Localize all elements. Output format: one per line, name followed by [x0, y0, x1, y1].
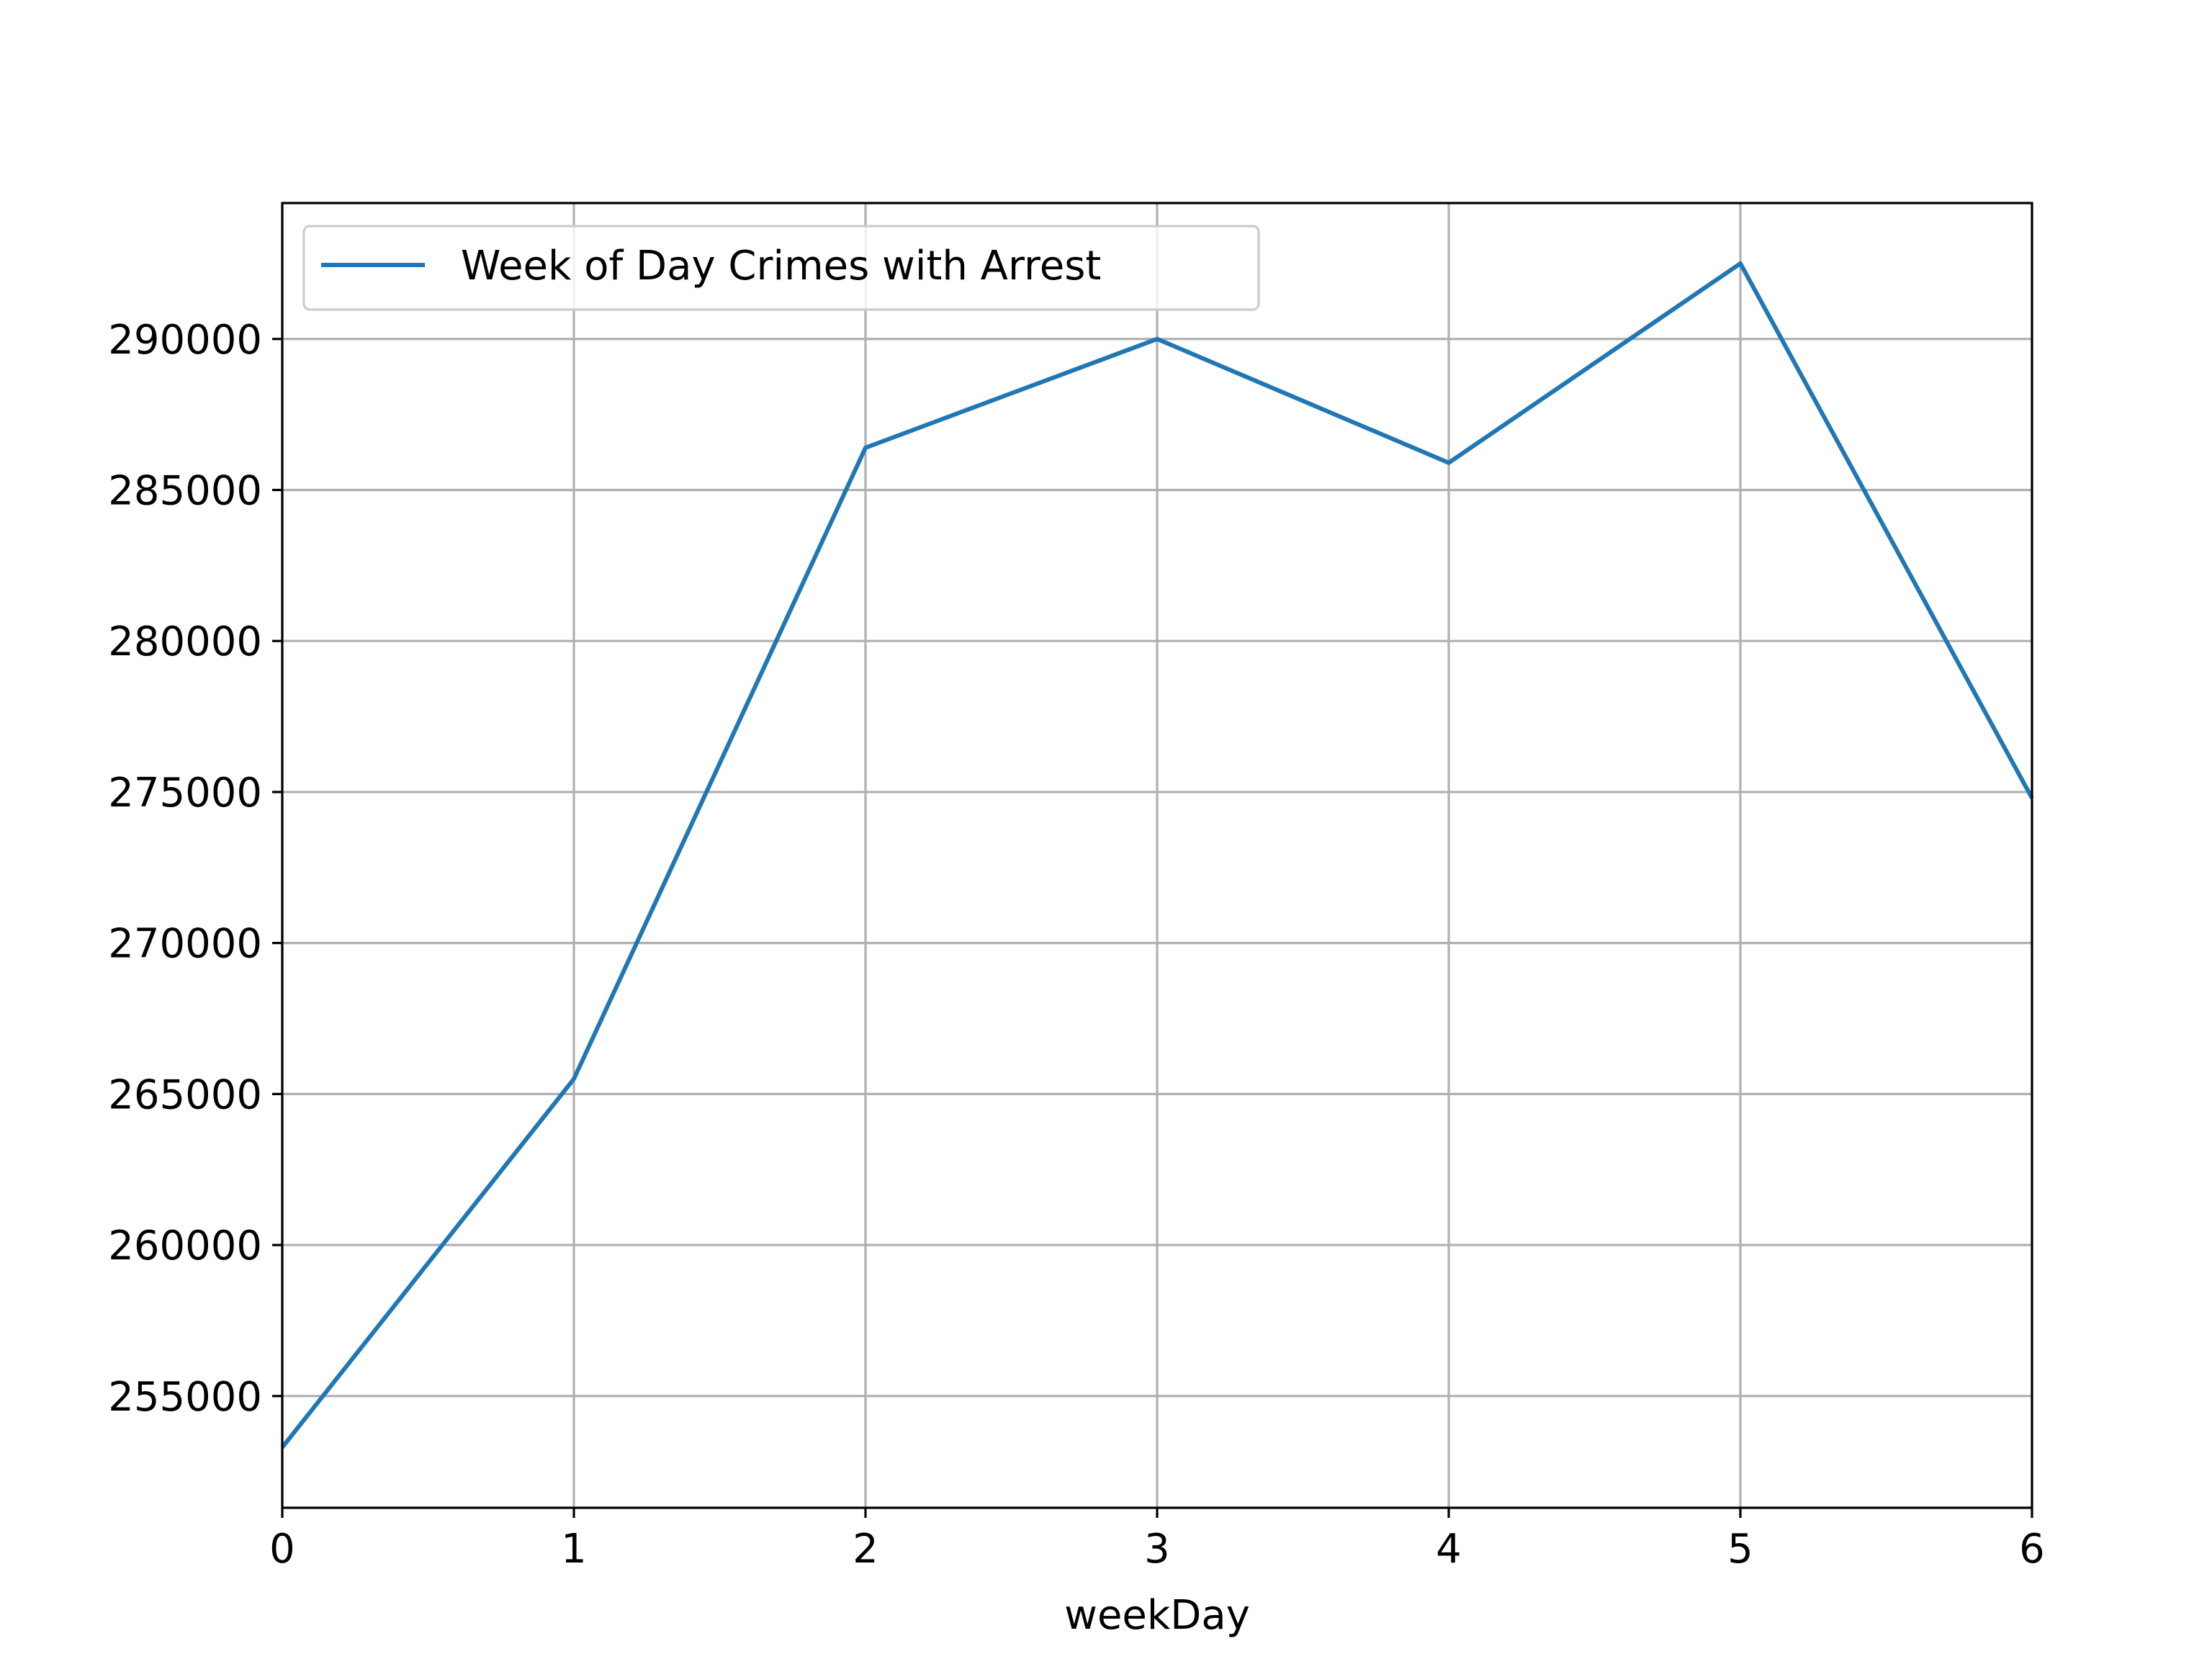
x-axis-label: weekDay	[1064, 1592, 1250, 1639]
y-tick-label-4: 275000	[108, 770, 262, 817]
y-tick-label-1: 260000	[108, 1223, 262, 1269]
x-tick-label-1: 1	[561, 1526, 587, 1573]
x-tick-label-6: 6	[2019, 1526, 2045, 1573]
tick-layer: 0 1 2 3 4 5 6 255000 260000 265000 270000 275000 280…	[108, 317, 2045, 1573]
legend: Week of Day Crimes with Arrest	[302, 225, 1260, 311]
x-tick-label-0: 0	[269, 1526, 295, 1573]
x-tick-label-4: 4	[1436, 1526, 1462, 1573]
legend-label: Week of Day Crimes with Arrest	[461, 243, 1101, 289]
x-tick-label-2: 2	[853, 1526, 878, 1573]
x-tick-label-5: 5	[1727, 1526, 1753, 1573]
series-line-0	[280, 261, 2034, 1449]
y-tick-label-7: 290000	[108, 317, 262, 364]
y-tick-label-2: 265000	[108, 1071, 262, 1118]
x-tick-label-3: 3	[1144, 1526, 1170, 1573]
y-tick-label-5: 280000	[108, 619, 262, 665]
legend-box	[302, 225, 1260, 311]
y-tick-label-3: 270000	[108, 921, 262, 968]
y-tick-label-6: 285000	[108, 467, 262, 514]
y-tick-label-0: 255000	[108, 1374, 262, 1421]
